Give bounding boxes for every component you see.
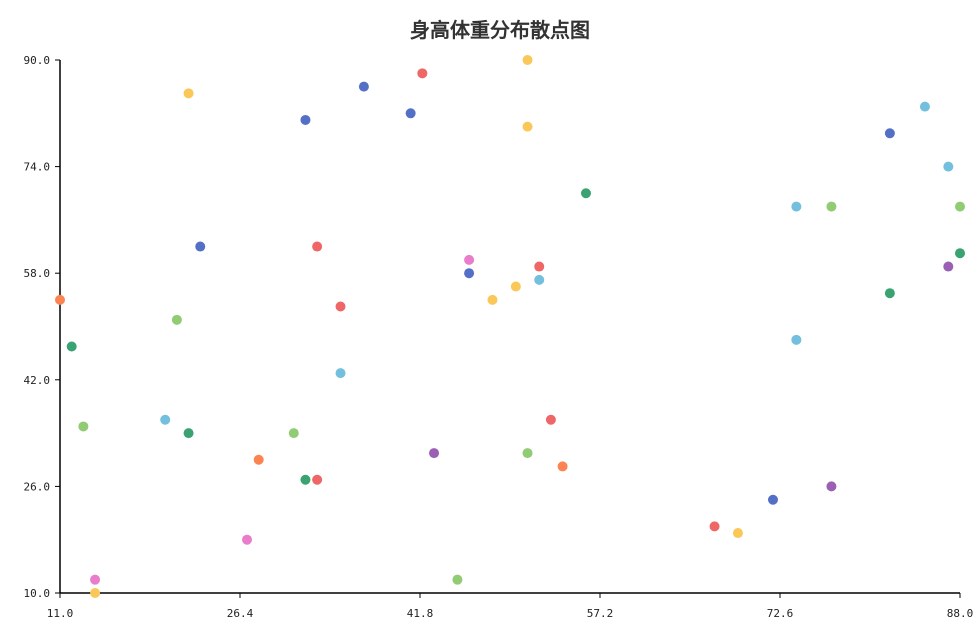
data-point bbox=[312, 474, 323, 485]
data-point bbox=[767, 494, 778, 505]
x-tick-label: 57.2 bbox=[587, 607, 614, 620]
chart-title: 身高体重分布散点图 bbox=[410, 18, 590, 42]
data-point bbox=[955, 248, 965, 259]
data-point bbox=[791, 334, 802, 345]
data-point bbox=[358, 81, 369, 92]
y-tick-label: 90.0 bbox=[24, 54, 51, 67]
x-tick-label: 88.0 bbox=[947, 607, 974, 620]
data-point bbox=[78, 421, 89, 432]
data-point bbox=[300, 114, 311, 125]
x-tick-label: 41.8 bbox=[407, 607, 434, 620]
data-point bbox=[405, 108, 416, 119]
data-point bbox=[580, 188, 591, 199]
data-point bbox=[452, 574, 463, 585]
data-point bbox=[464, 254, 475, 265]
data-point bbox=[487, 294, 498, 305]
data-point bbox=[791, 201, 802, 212]
data-point bbox=[312, 241, 323, 252]
data-point bbox=[522, 448, 533, 459]
data-points bbox=[55, 55, 965, 598]
data-point bbox=[464, 268, 475, 279]
data-point bbox=[90, 574, 101, 585]
data-point bbox=[335, 368, 346, 379]
data-point bbox=[522, 121, 533, 132]
data-point bbox=[429, 448, 440, 459]
data-point bbox=[253, 454, 264, 465]
data-point bbox=[522, 55, 533, 65]
data-point bbox=[171, 314, 182, 325]
data-point bbox=[545, 414, 556, 425]
data-point bbox=[884, 128, 895, 139]
data-point bbox=[884, 288, 895, 299]
data-point bbox=[160, 414, 171, 425]
data-point bbox=[335, 301, 346, 312]
data-point bbox=[183, 428, 194, 439]
data-point bbox=[955, 201, 965, 212]
data-point bbox=[534, 261, 545, 272]
data-point bbox=[300, 474, 311, 485]
axes: 11.0 26.4 41.8 57.2 72.6 88.0 10.0 26.0 42.0 58.0… bbox=[24, 54, 974, 620]
data-point bbox=[510, 281, 521, 292]
data-point bbox=[195, 241, 206, 252]
data-point bbox=[557, 461, 568, 472]
x-tick-label: 72.6 bbox=[767, 607, 794, 620]
data-point bbox=[417, 68, 428, 79]
x-tick-label: 26.4 bbox=[227, 607, 254, 620]
data-point bbox=[242, 534, 253, 545]
y-tick-label: 26.0 bbox=[24, 480, 51, 493]
data-point bbox=[183, 88, 194, 99]
y-tick-label: 74.0 bbox=[24, 161, 51, 174]
y-tick-label: 10.0 bbox=[24, 587, 51, 600]
y-tick-label: 58.0 bbox=[24, 267, 51, 280]
data-point bbox=[826, 481, 837, 492]
data-point bbox=[55, 294, 65, 305]
data-point bbox=[943, 161, 954, 172]
data-point bbox=[826, 201, 837, 212]
x-tick-label: 11.0 bbox=[47, 607, 74, 620]
data-point bbox=[732, 528, 743, 539]
data-point bbox=[288, 428, 299, 439]
data-point bbox=[943, 261, 954, 272]
data-point bbox=[66, 341, 77, 352]
data-point bbox=[919, 101, 930, 112]
y-tick-label: 42.0 bbox=[24, 374, 51, 387]
data-point bbox=[534, 274, 545, 285]
data-point bbox=[709, 521, 720, 532]
data-point bbox=[90, 588, 101, 598]
